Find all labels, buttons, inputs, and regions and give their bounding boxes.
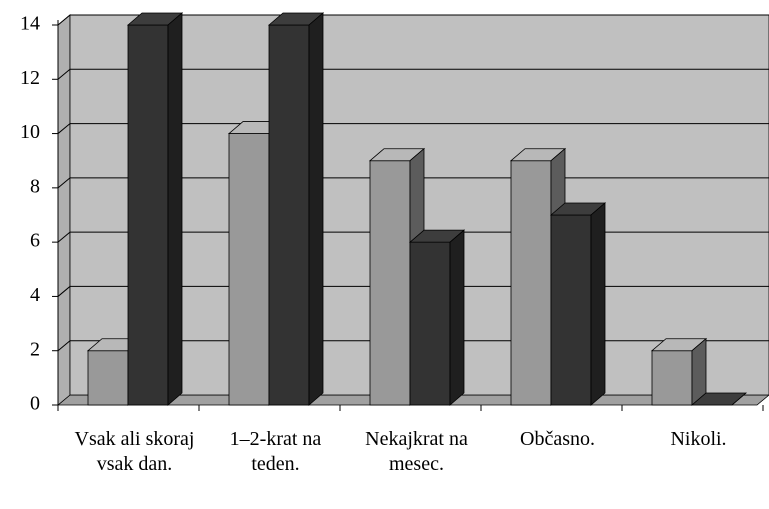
bar [267, 12, 325, 406]
bar-front [228, 133, 270, 406]
grid-line [57, 123, 769, 134]
x-tick-label: Občasno. [520, 428, 595, 450]
bar [408, 229, 466, 406]
grid-line [57, 14, 769, 26]
x-tick-label: 1–2-krat na teden. [229, 428, 322, 475]
bar-front [550, 214, 592, 406]
y-tick-label: 0 [30, 393, 40, 415]
bar-side [308, 12, 324, 406]
bar-front [268, 24, 310, 406]
y-tick-label: 10 [20, 121, 40, 143]
bar-front [87, 350, 129, 406]
x-tick-label: Nikoli. [670, 428, 727, 450]
y-tick-label: 2 [30, 338, 40, 360]
side-wall [57, 14, 71, 406]
y-tick-label: 4 [30, 284, 40, 306]
y-tick-label: 12 [20, 67, 40, 89]
x-tick-label: Nekajkrat na mesec. [365, 428, 468, 475]
x-tick-label: Vsak ali skoraj vsak dan. [74, 428, 195, 475]
bar [126, 12, 184, 406]
bar-side [590, 202, 606, 406]
bar-front [369, 160, 411, 406]
grid-line [57, 68, 769, 80]
bar-front [409, 241, 451, 406]
y-tick-label: 8 [30, 175, 40, 197]
bar-side [731, 392, 747, 406]
bar-front [651, 350, 693, 406]
bar-front [127, 24, 169, 406]
y-tick-label: 14 [20, 13, 40, 35]
bar [650, 337, 708, 406]
bar [549, 202, 607, 406]
bar-front [510, 160, 552, 406]
bar-side [449, 229, 465, 406]
bar-side [167, 12, 183, 406]
y-tick-label: 6 [30, 230, 40, 252]
bar [690, 392, 748, 406]
